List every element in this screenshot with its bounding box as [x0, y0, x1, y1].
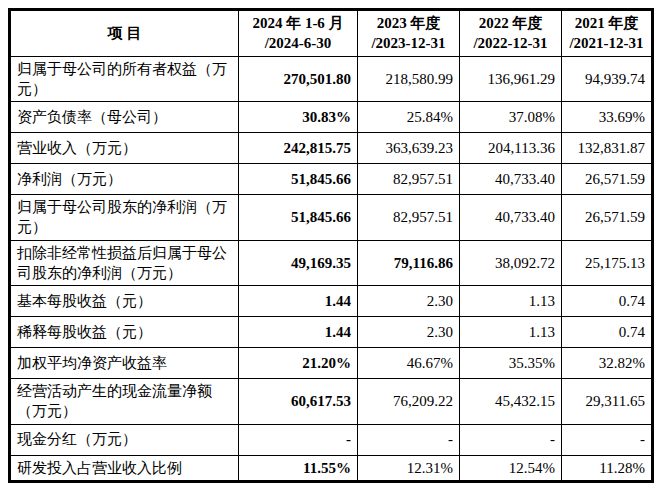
row-value: - [239, 424, 358, 455]
table-row: 经营活动产生的现金流量净额（万元）60,617.5376,209.2245,43… [10, 379, 653, 425]
row-value: 26,571.59 [562, 195, 653, 241]
row-value: 218,580.99 [358, 56, 460, 102]
financial-summary-table: 项 目 2024 年 1-6 月/2024-6-302023 年度/2023-1… [8, 8, 654, 483]
table-row: 资产负债率（母公司）30.83%25.84%37.08%33.69% [10, 102, 653, 133]
row-value: 204,113.36 [460, 133, 562, 164]
row-value: 132,831.87 [562, 133, 653, 164]
row-value: 35.35% [460, 348, 562, 379]
row-value: 49,169.35 [239, 240, 358, 286]
header-period-line1: 2024 年 1-6 月 [245, 13, 351, 33]
header-period-column-4: 2021 年度/2021-12-31 [562, 10, 653, 57]
row-value: 51,845.66 [239, 164, 358, 195]
table-row: 基本每股收益（元）1.442.301.130.74 [10, 286, 653, 317]
row-value: 37.08% [460, 102, 562, 133]
row-value: 1.13 [460, 286, 562, 317]
header-period-line1: 2023 年度 [364, 13, 453, 33]
row-value: 11.28% [562, 455, 653, 481]
table-row: 营业收入（万元）242,815.75363,639.23204,113.3613… [10, 133, 653, 164]
table-row: 现金分红（万元）---- [10, 424, 653, 455]
row-value: 1.44 [239, 286, 358, 317]
row-label: 归属于母公司股东的净利润（万元） [10, 195, 239, 241]
row-value: 136,961.29 [460, 56, 562, 102]
row-label: 归属于母公司的所有者权益（万元） [10, 56, 239, 102]
row-label: 经营活动产生的现金流量净额（万元） [10, 379, 239, 425]
header-period-column-1: 2024 年 1-6 月/2024-6-30 [239, 10, 358, 57]
row-value: 33.69% [562, 102, 653, 133]
row-label: 现金分红（万元） [10, 424, 239, 455]
row-label: 基本每股收益（元） [10, 286, 239, 317]
row-label: 净利润（万元） [10, 164, 239, 195]
row-value: 12.31% [358, 455, 460, 481]
row-value: 0.74 [562, 317, 653, 348]
row-value: 76,209.22 [358, 379, 460, 425]
table-row: 扣除非经常性损益后归属于母公司股东的净利润（万元）49,169.3579,116… [10, 240, 653, 286]
header-item-column: 项 目 [10, 10, 239, 57]
row-value: 29,311.65 [562, 379, 653, 425]
row-value: 94,939.74 [562, 56, 653, 102]
row-value: 82,957.51 [358, 164, 460, 195]
header-period-line2: /2024-6-30 [245, 33, 351, 53]
header-period-line1: 2022 年度 [466, 13, 555, 33]
header-period-column-2: 2023 年度/2023-12-31 [358, 10, 460, 57]
row-value: 2.30 [358, 317, 460, 348]
row-value: 363,639.23 [358, 133, 460, 164]
header-period-line2: /2021-12-31 [568, 33, 645, 53]
row-value: 30.83% [239, 102, 358, 133]
row-label: 营业收入（万元） [10, 133, 239, 164]
document-page: 项 目 2024 年 1-6 月/2024-6-302023 年度/2023-1… [0, 0, 659, 484]
row-value: 242,815.75 [239, 133, 358, 164]
row-value: 0.74 [562, 286, 653, 317]
header-period-line1: 2021 年度 [568, 13, 645, 33]
header-period-line2: /2023-12-31 [364, 33, 453, 53]
row-value: 40,733.40 [460, 164, 562, 195]
row-value: 11.55% [239, 455, 358, 481]
row-value: - [562, 424, 653, 455]
table-row: 归属于母公司的所有者权益（万元）270,501.80218,580.99136,… [10, 56, 653, 102]
row-value: 82,957.51 [358, 195, 460, 241]
row-value: 25,175.13 [562, 240, 653, 286]
row-value: 2.30 [358, 286, 460, 317]
row-value: 38,092.72 [460, 240, 562, 286]
row-value: 12.54% [460, 455, 562, 481]
table-row: 净利润（万元）51,845.6682,957.5140,733.4026,571… [10, 164, 653, 195]
row-value: 79,116.86 [358, 240, 460, 286]
table-row: 稀释每股收益（元）1.442.301.130.74 [10, 317, 653, 348]
row-value: - [358, 424, 460, 455]
row-value: 32.82% [562, 348, 653, 379]
table-header-row: 项 目 2024 年 1-6 月/2024-6-302023 年度/2023-1… [10, 10, 653, 57]
header-period-line2: /2022-12-31 [466, 33, 555, 53]
row-label: 稀释每股收益（元） [10, 317, 239, 348]
row-value: 1.13 [460, 317, 562, 348]
header-period-column-3: 2022 年度/2022-12-31 [460, 10, 562, 57]
row-value: 21.20% [239, 348, 358, 379]
row-value: 46.67% [358, 348, 460, 379]
row-label: 研发投入占营业收入比例 [10, 455, 239, 481]
row-value: 270,501.80 [239, 56, 358, 102]
row-value: 60,617.53 [239, 379, 358, 425]
table-row: 加权平均净资产收益率21.20%46.67%35.35%32.82% [10, 348, 653, 379]
row-value: 25.84% [358, 102, 460, 133]
row-value: 1.44 [239, 317, 358, 348]
row-value: - [460, 424, 562, 455]
table-row: 归属于母公司股东的净利润（万元）51,845.6682,957.5140,733… [10, 195, 653, 241]
row-label: 资产负债率（母公司） [10, 102, 239, 133]
row-value: 26,571.59 [562, 164, 653, 195]
row-value: 40,733.40 [460, 195, 562, 241]
table-row: 研发投入占营业收入比例11.55%12.31%12.54%11.28% [10, 455, 653, 481]
row-value: 51,845.66 [239, 195, 358, 241]
row-label: 加权平均净资产收益率 [10, 348, 239, 379]
row-value: 45,432.15 [460, 379, 562, 425]
row-label: 扣除非经常性损益后归属于母公司股东的净利润（万元） [10, 240, 239, 286]
